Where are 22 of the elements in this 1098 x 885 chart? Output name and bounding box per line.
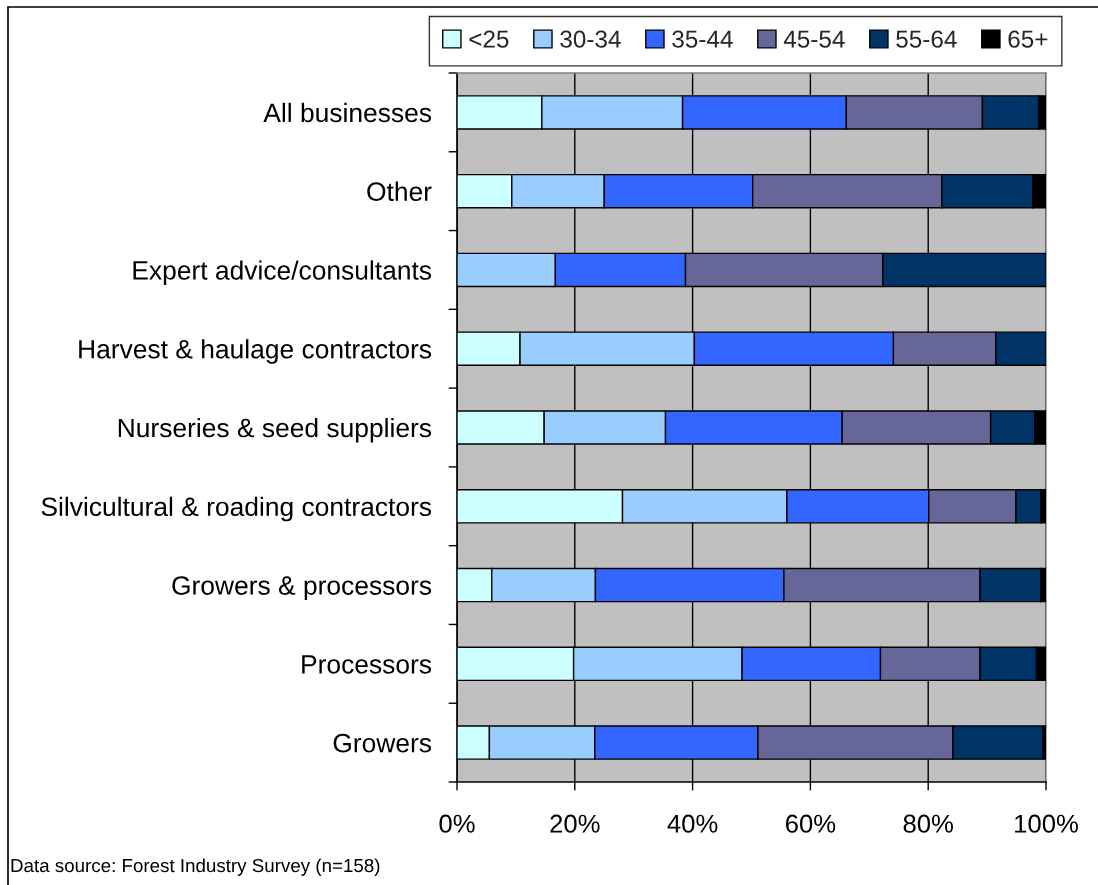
y-tick-label: Other <box>367 181 432 201</box>
y-tick-label: Expert advice/consultants <box>133 260 432 285</box>
x-tick-label: 20% <box>550 814 600 833</box>
x-tick-label: 60% <box>785 814 836 833</box>
legend-label: 30-34 <box>560 30 621 48</box>
y-tick-label: Nurseries & seed suppliers <box>118 417 432 443</box>
x-tick-label: 40% <box>667 814 718 833</box>
legend-label: 45-54 <box>783 30 845 48</box>
x-tick-label: 80% <box>903 814 953 833</box>
y-tick-label: Growers <box>333 733 432 753</box>
legend-label: <25 <box>469 30 509 48</box>
legend-label: 65+ <box>1008 30 1048 48</box>
y-tick-label: Processors <box>302 655 432 674</box>
y-tick-label: Silvicultural & roading contractors <box>41 496 432 522</box>
y-tick-label: Growers & processors <box>172 576 432 601</box>
y-tick-label: Harvest & haulage contractors <box>79 339 432 364</box>
x-tick-label: 100% <box>1015 814 1078 833</box>
x-tick-label: 0% <box>439 814 475 833</box>
y-tick-label: All businesses <box>263 102 432 123</box>
legend-label: 35-44 <box>672 30 733 48</box>
legend-label: 55-64 <box>896 30 957 48</box>
source-note: Data source: Forest Industry Survey (n=158) <box>11 858 380 876</box>
